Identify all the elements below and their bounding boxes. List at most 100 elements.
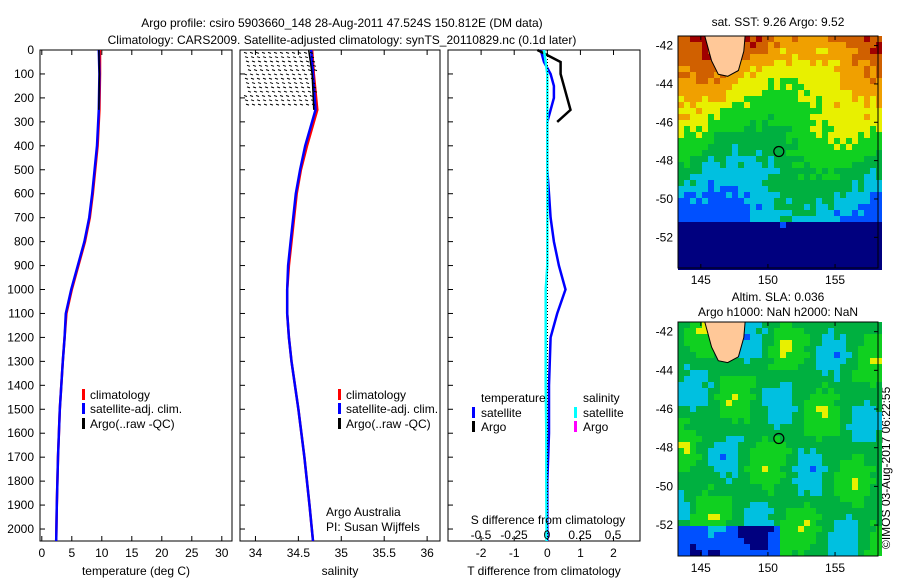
- map-cell: [750, 240, 756, 246]
- map-cell: [780, 174, 786, 180]
- map-cell: [714, 532, 720, 538]
- map-cell: [762, 72, 768, 78]
- map-cell: [768, 246, 774, 252]
- map-cell: [732, 174, 738, 180]
- map-cell: [822, 114, 828, 120]
- map-cell: [678, 114, 684, 120]
- map-cell: [804, 496, 810, 502]
- map-cell: [720, 520, 726, 526]
- map-cell: [870, 228, 876, 234]
- map-cell: [822, 42, 828, 48]
- map-cell: [792, 48, 798, 54]
- map-cell: [846, 406, 852, 412]
- raw-data-point: [300, 86, 305, 89]
- map-cell: [756, 222, 762, 228]
- map-cell: [762, 180, 768, 186]
- series-line-argo-raw-qc-: [307, 49, 315, 110]
- map-cell: [846, 210, 852, 216]
- map-cell: [792, 240, 798, 246]
- map-cell: [714, 376, 720, 382]
- map-cell: [810, 460, 816, 466]
- map-cell: [810, 36, 816, 42]
- map-cell: [702, 210, 708, 216]
- map-cell: [684, 174, 690, 180]
- map-cell: [822, 120, 828, 126]
- map-cell: [762, 418, 768, 424]
- map-cell: [768, 150, 774, 156]
- map-cell: [792, 234, 798, 240]
- map-cell: [864, 490, 870, 496]
- map-cell: [798, 204, 804, 210]
- map-cell: [750, 454, 756, 460]
- map-cell: [750, 406, 756, 412]
- y-tick-label: 700: [14, 211, 34, 225]
- map-cell: [696, 418, 702, 424]
- map-cell: [846, 478, 852, 484]
- map-cell: [762, 168, 768, 174]
- map-cell: [714, 210, 720, 216]
- series-line-satellite-adj-clim-: [54, 49, 101, 542]
- map-cell: [834, 508, 840, 514]
- map-cell: [678, 496, 684, 502]
- map-cell: [876, 246, 882, 252]
- map-cell: [780, 198, 786, 204]
- map-cell: [792, 430, 798, 436]
- map-cell: [798, 108, 804, 114]
- map-cell: [696, 346, 702, 352]
- map-cell: [786, 78, 792, 84]
- map-cell: [750, 48, 756, 54]
- map-cell: [708, 246, 714, 252]
- raw-data-point: [258, 64, 263, 67]
- map-cell: [678, 544, 684, 550]
- map-cell: [834, 174, 840, 180]
- map-cell: [732, 210, 738, 216]
- map-cell: [708, 460, 714, 466]
- map-cell: [768, 258, 774, 264]
- map-cell: [828, 186, 834, 192]
- legend-swatch: [574, 407, 577, 418]
- map-cell: [774, 222, 780, 228]
- map-cell: [810, 454, 816, 460]
- map-cell: [714, 264, 720, 270]
- map-cell: [702, 418, 708, 424]
- map-cell: [738, 400, 744, 406]
- map-cell: [720, 168, 726, 174]
- map-cell: [828, 126, 834, 132]
- map-cell: [744, 222, 750, 228]
- map-cell: [810, 388, 816, 394]
- map-cell: [792, 120, 798, 126]
- map-cell: [726, 198, 732, 204]
- map-cell: [678, 126, 684, 132]
- map-cell: [798, 538, 804, 544]
- map-cell: [684, 222, 690, 228]
- map-cell: [780, 96, 786, 102]
- map-cell: [852, 72, 858, 78]
- map-cell: [804, 394, 810, 400]
- map-cell: [804, 430, 810, 436]
- map-cell: [678, 198, 684, 204]
- map-cell: [756, 532, 762, 538]
- map-cell: [720, 454, 726, 460]
- map-cell: [798, 358, 804, 364]
- map-cell: [834, 334, 840, 340]
- map-cell: [816, 448, 822, 454]
- map-cell: [846, 388, 852, 394]
- map-cell: [702, 222, 708, 228]
- map-cell: [732, 502, 738, 508]
- map-cell: [828, 340, 834, 346]
- map-cell: [846, 538, 852, 544]
- map-cell: [732, 358, 738, 364]
- legend-swatch: [82, 389, 85, 400]
- map-cell: [738, 120, 744, 126]
- map-cell: [732, 198, 738, 204]
- map-cell: [750, 222, 756, 228]
- map-cell: [750, 430, 756, 436]
- raw-data-point: [294, 86, 299, 89]
- map-cell: [684, 400, 690, 406]
- map-cell: [798, 132, 804, 138]
- map-cell: [870, 442, 876, 448]
- map-cell: [756, 120, 762, 126]
- map-cell: [768, 192, 774, 198]
- map-cell: [792, 138, 798, 144]
- map-cell: [750, 42, 756, 48]
